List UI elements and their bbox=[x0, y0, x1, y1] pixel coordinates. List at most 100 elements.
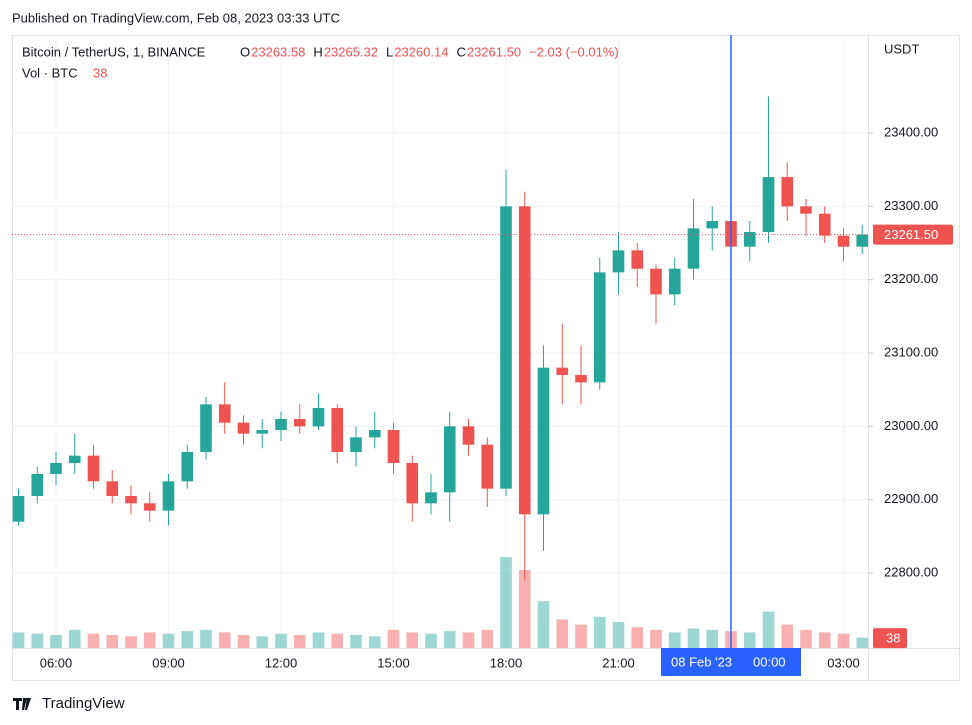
volume-bar bbox=[762, 611, 775, 648]
candle-body bbox=[818, 213, 831, 236]
candle-body bbox=[293, 419, 306, 427]
volume-bars bbox=[12, 557, 869, 648]
volume-bar bbox=[12, 632, 25, 648]
candle-body bbox=[200, 404, 212, 453]
volume-bar bbox=[631, 627, 644, 648]
grid bbox=[12, 35, 868, 648]
candle-body bbox=[425, 492, 437, 504]
volume-bar bbox=[162, 633, 175, 648]
volume-bar bbox=[500, 557, 512, 648]
candle-body bbox=[631, 250, 644, 269]
candle-body bbox=[68, 455, 81, 464]
y-tick-label: 22800.00 bbox=[884, 564, 938, 579]
volume-bar bbox=[856, 637, 869, 648]
candle-body bbox=[856, 234, 869, 247]
candle-body bbox=[162, 481, 175, 511]
candle-body bbox=[500, 206, 512, 489]
candle-body bbox=[575, 375, 587, 383]
candle-body bbox=[800, 206, 812, 214]
volume-bar bbox=[143, 632, 156, 648]
candle-body bbox=[706, 221, 719, 229]
candle-body bbox=[593, 272, 606, 383]
candle-body bbox=[50, 463, 62, 474]
volume-bar bbox=[387, 629, 400, 648]
volume-bar bbox=[125, 636, 137, 648]
brand: TradingView bbox=[13, 695, 125, 712]
x-tick-label: 18:00 bbox=[490, 655, 523, 670]
crosshair-tag bbox=[661, 648, 801, 676]
candle-body bbox=[368, 430, 381, 438]
volume-bar bbox=[425, 633, 437, 648]
volume-bar bbox=[781, 624, 794, 648]
legend-value: 23265.32 bbox=[324, 44, 378, 59]
volume-bar bbox=[668, 632, 681, 648]
volume-bar bbox=[181, 631, 194, 648]
candle-body bbox=[668, 268, 681, 295]
legend-value: 23261.50 bbox=[467, 44, 521, 59]
volume-tag-label: 38 bbox=[886, 631, 900, 646]
y-tick-label: 23200.00 bbox=[884, 271, 938, 286]
candle-body bbox=[331, 408, 344, 453]
volume-bar bbox=[706, 629, 719, 648]
volume-bar bbox=[837, 633, 850, 648]
candle-body bbox=[181, 452, 194, 482]
volume-bar bbox=[50, 635, 62, 648]
x-tick-label: 15:00 bbox=[377, 655, 410, 670]
volume-bar bbox=[818, 632, 831, 648]
legend-change: −2.03 (−0.01%) bbox=[529, 44, 619, 59]
volume-bar bbox=[293, 635, 306, 648]
candle-body bbox=[687, 228, 700, 269]
overlay bbox=[12, 35, 868, 648]
last-price-label: 23261.50 bbox=[884, 227, 938, 242]
volume-title: Vol · BTC bbox=[22, 65, 78, 80]
x-tick-label: 03:00 bbox=[827, 655, 860, 670]
axis-unit: USDT bbox=[884, 41, 919, 56]
candle-body bbox=[743, 232, 756, 247]
legend-value: 23260.14 bbox=[394, 44, 448, 59]
volume-bar bbox=[312, 632, 325, 648]
volume-bar bbox=[537, 601, 550, 648]
volume-bar bbox=[406, 632, 419, 648]
volume-bar bbox=[687, 628, 700, 648]
volume-value: 38 bbox=[93, 65, 107, 80]
legend-value: 23263.58 bbox=[251, 44, 305, 59]
candles bbox=[12, 96, 869, 581]
legend-key: C bbox=[456, 44, 465, 59]
candle-body bbox=[837, 235, 850, 247]
volume-bar bbox=[593, 616, 606, 648]
candle-body bbox=[537, 367, 550, 515]
candle-body bbox=[650, 268, 662, 295]
volume-bar bbox=[68, 629, 81, 648]
volume-bar bbox=[31, 633, 44, 648]
candle-body bbox=[443, 426, 456, 493]
volume-bar bbox=[575, 624, 587, 648]
volume-bar bbox=[462, 632, 475, 648]
x-tick-label: 12:00 bbox=[265, 655, 298, 670]
volume-bar bbox=[350, 635, 362, 648]
brand-logo bbox=[13, 698, 31, 710]
volume-bar bbox=[481, 629, 494, 648]
candle-body bbox=[762, 177, 775, 233]
legend-key: H bbox=[313, 44, 322, 59]
y-tick-label: 23300.00 bbox=[884, 198, 938, 213]
volume-bar bbox=[650, 629, 662, 648]
symbol-title: Bitcoin / TetherUS, 1, BINANCE bbox=[22, 44, 206, 59]
legend-key: O bbox=[240, 44, 250, 59]
y-tick-label: 23400.00 bbox=[884, 124, 938, 139]
volume-bar bbox=[87, 633, 100, 648]
volume-bar bbox=[218, 632, 231, 648]
candle-body bbox=[12, 495, 25, 522]
candle-body bbox=[387, 430, 400, 464]
volume-bar bbox=[368, 636, 381, 648]
published-note: Published on TradingView.com, Feb 08, 20… bbox=[12, 10, 340, 25]
volume-bar bbox=[275, 633, 287, 648]
crosshair-date: 08 Feb '23 bbox=[671, 654, 732, 669]
candle-body bbox=[481, 444, 494, 489]
legend: Bitcoin / TetherUS, 1, BINANCE Vol · BTC… bbox=[22, 44, 619, 80]
candle-body bbox=[143, 503, 156, 511]
volume-bar bbox=[200, 629, 212, 648]
candle-body bbox=[406, 463, 419, 504]
y-tick-label: 23100.00 bbox=[884, 344, 938, 359]
